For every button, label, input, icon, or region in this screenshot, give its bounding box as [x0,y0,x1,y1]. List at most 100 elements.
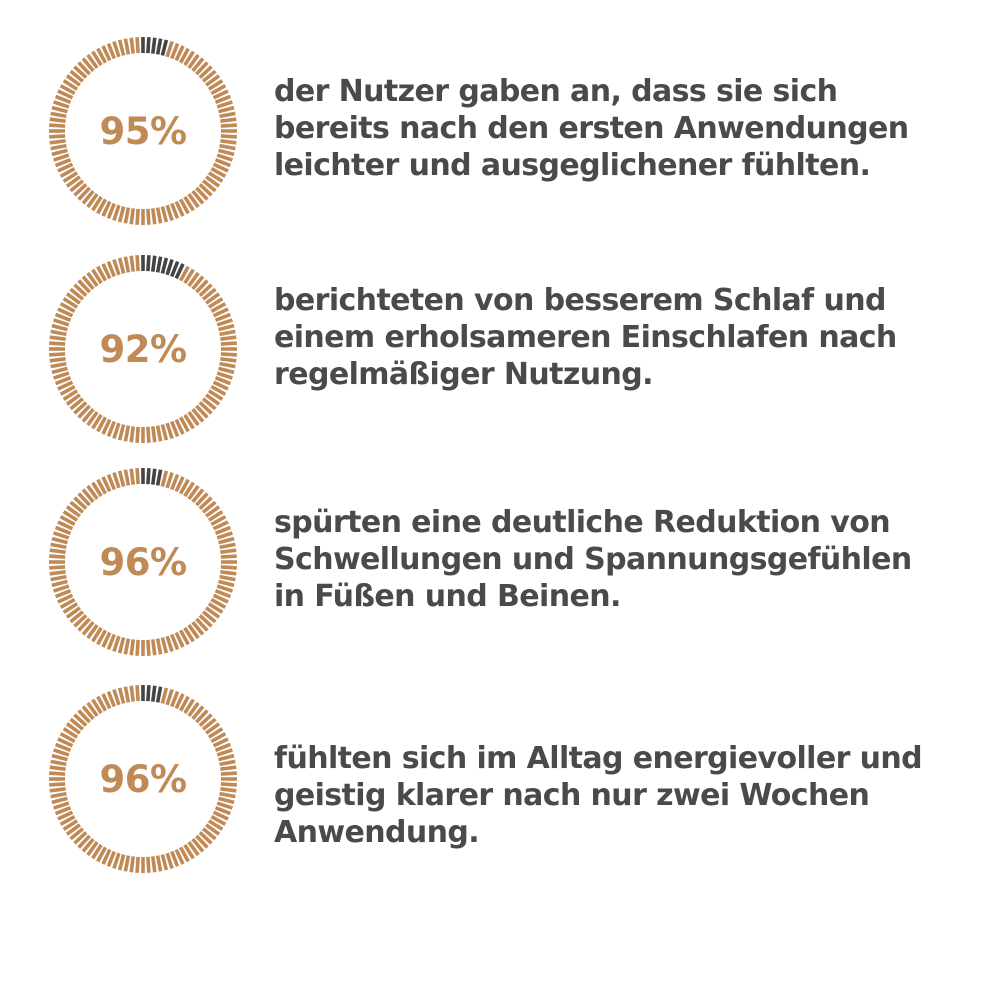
gauge-value-segment [218,323,235,332]
gauge-value-segment [205,722,221,735]
gauge-value-segment [69,717,85,731]
gauge-value-segment [69,69,85,83]
gauge-value-segment [201,717,217,731]
gauge-value-segment [59,815,76,826]
gauge-value-segment [214,94,232,104]
gauge-value-segment [49,765,66,772]
gauge-value-segment [123,425,131,442]
gauge-remainder-segment [150,255,157,272]
gauge-value-segment [205,823,221,836]
gauge-value-segment [54,742,72,752]
gauge-value-segment [49,782,66,787]
gauge-value-segment [65,606,81,619]
gauge-remainder-segment [155,256,163,273]
gauge-value-segment [106,850,116,868]
gauge-value-segment [49,554,66,559]
gauge-value-segment [216,801,233,810]
gauge-value-segment [81,407,95,423]
gauge-value-segment [220,356,237,363]
gauge-value-segment [216,153,233,162]
gauge-value-segment [135,639,140,656]
gauge-value-segment [195,186,209,201]
gauge-value-segment [220,335,237,342]
gauge-value-segment [49,356,66,363]
gauge-value-segment [73,65,88,79]
gauge-value-segment [59,84,76,95]
gauge-value-segment [198,65,213,79]
gauge-value-segment [191,488,205,504]
gauge-value-segment [195,834,209,849]
gauge-value-segment [106,42,116,60]
gauge-value-segment [198,713,213,727]
gauge-value-segment [150,208,157,225]
gauge-value-segment [146,639,151,656]
gauge-value-segment [220,771,237,776]
gauge-value-segment [165,852,174,869]
gauge-value-segment [106,473,116,491]
stat-description: fühlten sich im Alltag energievoller und… [274,740,974,851]
gauge-value-segment [212,89,229,100]
gauge-value-segment [77,834,91,849]
gauge-value-segment [220,765,237,772]
gauge-value-segment [210,815,227,826]
gauge-value-segment [207,727,224,739]
gauge-value-segment [146,856,151,873]
gauge-value-segment [160,470,169,487]
gauge-value-segment [86,841,99,857]
gauge-value-segment [220,352,237,357]
gauge-value-segment [53,371,70,380]
gauge-value-segment [49,569,66,576]
gauge-value-segment [81,275,95,291]
gauge-value-segment [170,202,180,220]
gauge-value-segment [86,701,99,717]
gauge-value-segment [65,74,81,87]
gauge-value-segment [117,424,126,441]
gauge-value-segment [216,748,233,757]
gauge-value-segment [210,84,227,95]
gauge-value-segment [195,61,209,76]
gauge-value-segment [77,492,91,507]
gauge-value-segment [59,302,76,313]
gauge-value-segment [65,292,81,305]
gauge-remainder-segment [155,686,163,703]
stat-row: 96% spürten eine deutliche Reduktion von… [0,462,990,662]
gauge-value-segment [160,424,169,441]
gauge-value-segment [129,426,136,443]
gauge-value-segment [91,268,103,285]
gauge-value-segment [53,748,70,757]
gauge-value-segment [205,393,221,406]
gauge-value-segment [216,318,233,327]
gauge-value-segment [86,271,99,287]
gauge-value-segment [165,689,174,706]
gauge-value-segment [220,554,237,559]
gauge-value-segment [73,831,88,845]
gauge-value-segment [219,759,236,767]
gauge-value-segment [91,698,103,715]
gauge-value-segment [174,476,185,493]
gauge-value-segment [198,283,213,297]
gauge-value-segment [195,404,209,419]
gauge-value-segment [165,41,174,58]
gauge-value-segment [57,162,74,173]
gauge-value-segment [214,376,232,386]
gauge-value-segment [195,492,209,507]
gauge-value-segment [65,393,81,406]
gauge-value-segment [117,470,126,487]
gauge-value-segment [187,53,200,69]
gauge-value-label: 96% [99,540,187,584]
gauge-value-segment [49,134,66,139]
gauge-value-segment [51,753,68,762]
gauge-value-segment [207,389,224,401]
gauge-value-segment [201,610,217,624]
gauge-value-segment [81,57,95,73]
gauge-value-segment [101,45,112,62]
gauge-value-segment [183,268,195,285]
gauge-value-segment [117,257,126,274]
gauge-value-segment [146,426,151,443]
gauge-value-segment [81,705,95,721]
gauge-value-segment [170,42,180,60]
gauge-value-segment [198,401,213,415]
gauge-value-segment [129,208,136,225]
gauge-value-segment [220,782,237,787]
gauge-value-segment [195,709,209,724]
